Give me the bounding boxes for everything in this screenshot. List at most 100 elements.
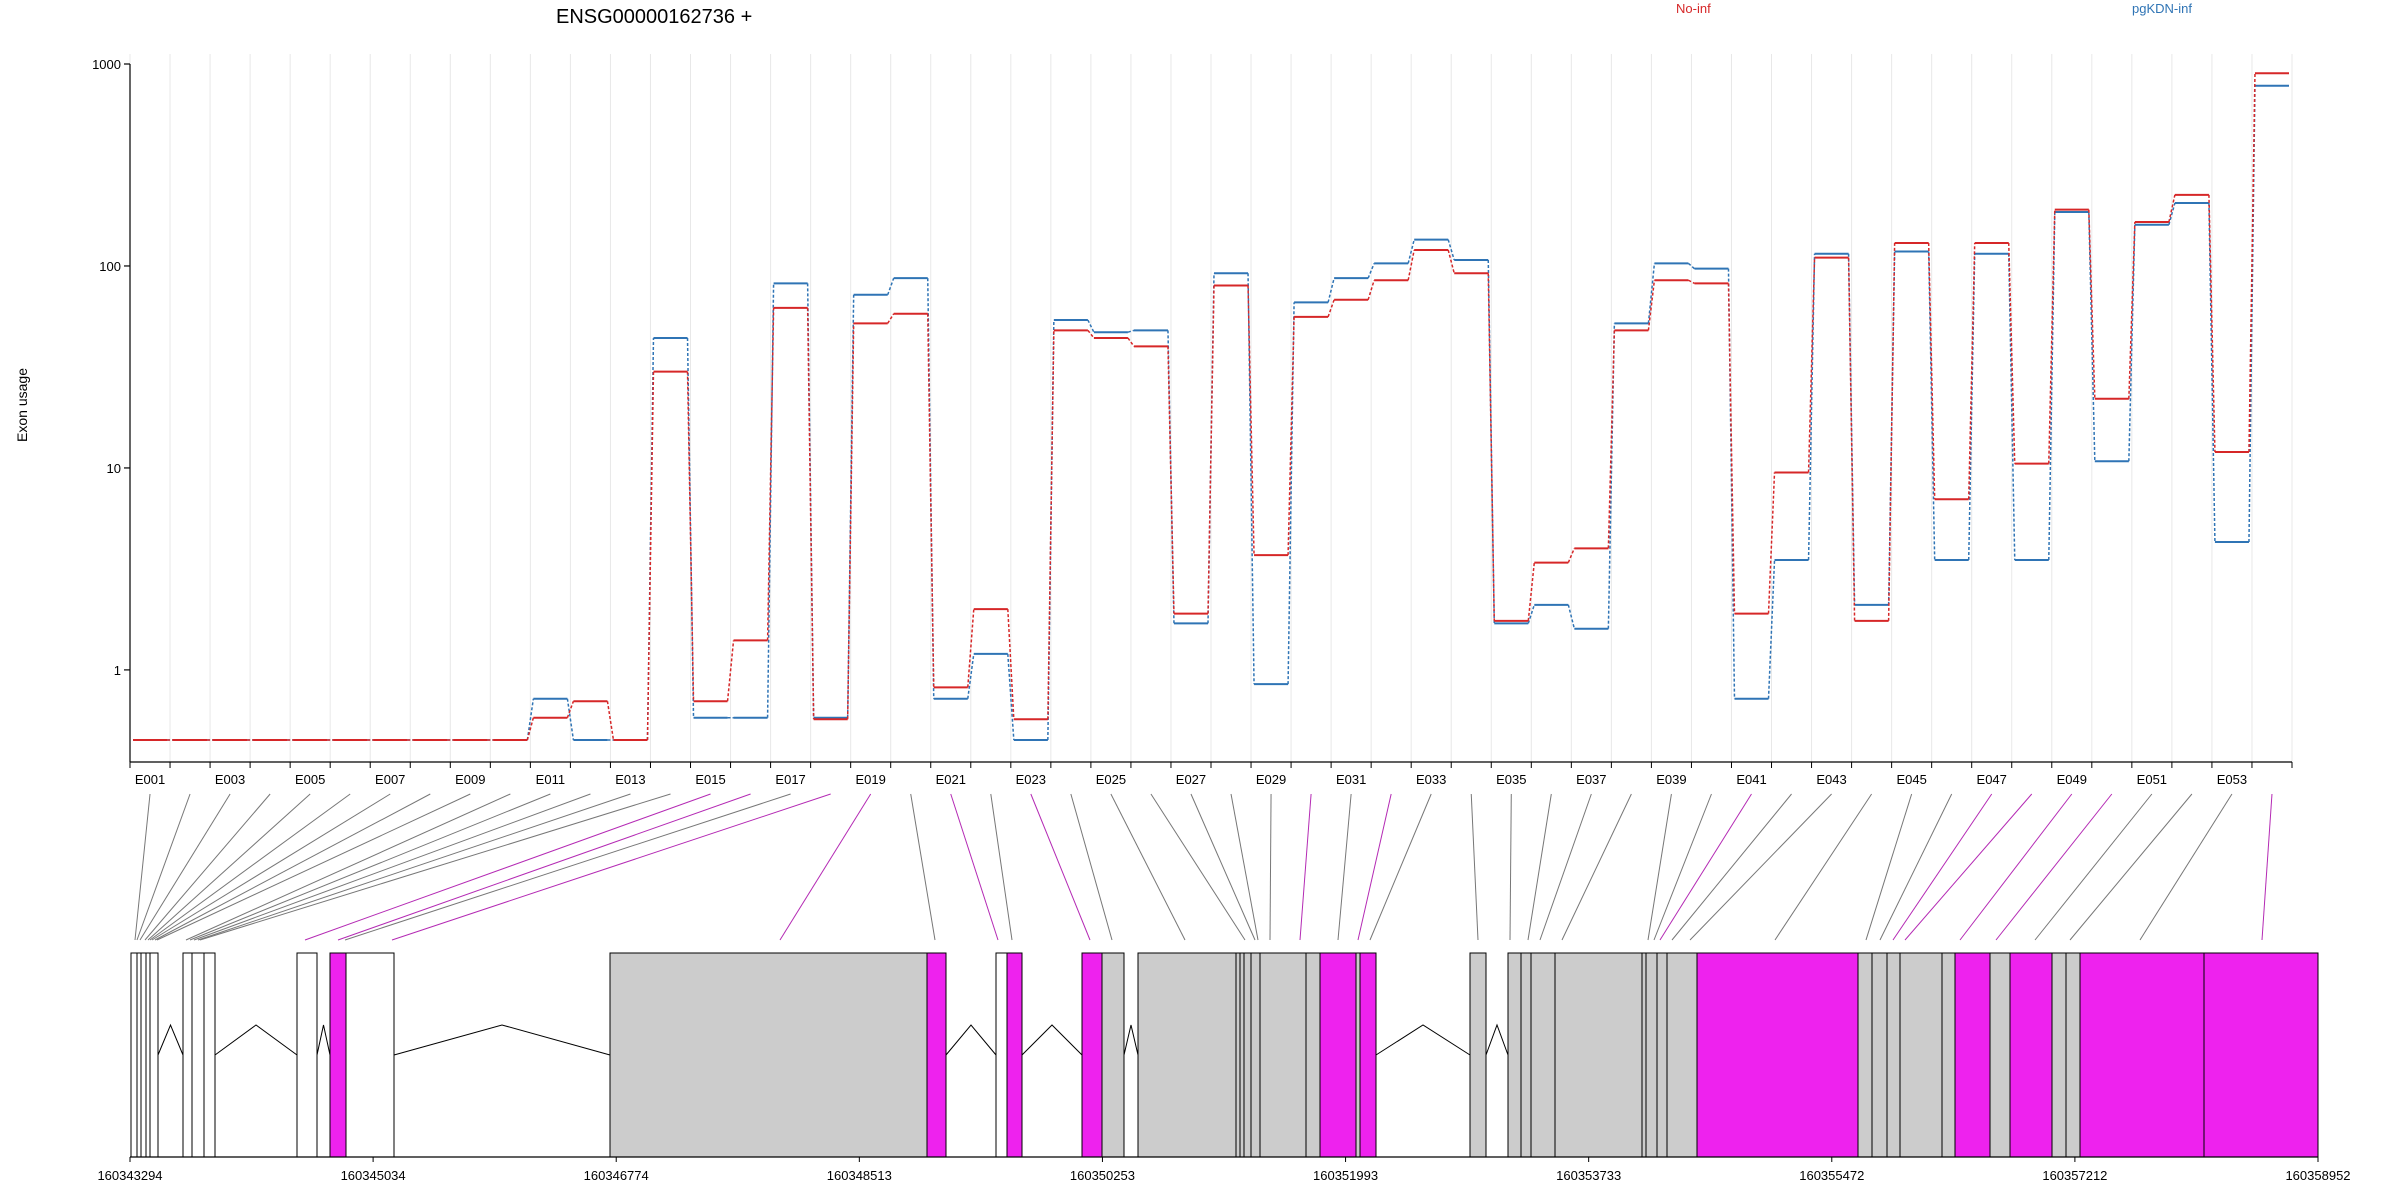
exon-block xyxy=(1359,952,1377,1158)
exon-usage-link xyxy=(1407,239,1415,264)
exon-usage-link xyxy=(1247,273,1255,685)
exon-usage-link xyxy=(646,371,655,740)
exon-connector xyxy=(337,793,751,941)
x-tick-label: E003 xyxy=(215,772,245,787)
exon-connector xyxy=(185,793,511,941)
coordinate-label: 160351993 xyxy=(1313,1168,1378,1183)
x-tick-label: E009 xyxy=(455,772,485,787)
exon-block xyxy=(1666,952,1698,1158)
x-tick-label: E029 xyxy=(1256,772,1286,787)
exon-block xyxy=(2203,952,2319,1158)
intron-line xyxy=(157,1023,184,1056)
exon-connector xyxy=(779,793,872,941)
coordinate-label: 160346774 xyxy=(584,1168,649,1183)
exon-block xyxy=(1243,952,1252,1158)
exon-usage-link xyxy=(2128,224,2136,462)
exon-connector xyxy=(1527,793,1552,941)
exon-block xyxy=(1989,952,2011,1158)
exon-block xyxy=(995,952,1008,1158)
x-tick-label: E001 xyxy=(135,772,165,787)
exon-usage-link xyxy=(967,653,975,699)
exon-connector xyxy=(1774,793,1873,941)
legend-no-inf: No-inf xyxy=(1676,1,1711,16)
exon-block xyxy=(2051,952,2067,1158)
x-tick-label: E015 xyxy=(695,772,725,787)
x-tick-label: E045 xyxy=(1896,772,1926,787)
exon-block xyxy=(1305,952,1321,1158)
exon-block xyxy=(1137,952,1237,1158)
exon-block xyxy=(1656,952,1668,1158)
x-tick-label: E047 xyxy=(1977,772,2007,787)
exon-connector xyxy=(1269,793,1272,941)
exon-usage-link xyxy=(1127,337,1135,347)
exon-block xyxy=(345,952,395,1158)
exon-connector xyxy=(2261,793,2273,941)
y-tick-label: 10 xyxy=(107,461,121,476)
exon-usage-link xyxy=(2007,242,2016,464)
x-tick-label: E011 xyxy=(536,772,565,787)
exon-connector xyxy=(147,793,311,941)
exon-connector xyxy=(197,793,631,941)
intron-line xyxy=(1485,1023,1509,1056)
y-tick-label: 1 xyxy=(114,663,121,678)
x-tick-label: E037 xyxy=(1576,772,1606,787)
intron-line xyxy=(1123,1024,1139,1056)
exon-usage-link xyxy=(1967,253,1976,561)
exon-usage-link xyxy=(1447,239,1455,261)
exon-usage-link xyxy=(766,283,775,718)
x-tick-label: E023 xyxy=(1016,772,1046,787)
intron-line xyxy=(214,1024,298,1056)
coordinate-label: 160350253 xyxy=(1070,1168,1135,1183)
exon-connector xyxy=(1879,793,1953,941)
exon-usage-link xyxy=(1847,257,1856,621)
exon-block xyxy=(136,952,142,1158)
exon-usage-link xyxy=(926,278,935,699)
exon-usage-link xyxy=(2088,211,2096,462)
exon-usage-link xyxy=(1087,319,1095,333)
x-tick-label: E005 xyxy=(295,772,325,787)
exon-usage-link xyxy=(1327,299,1335,318)
x-tick-label: E007 xyxy=(375,772,405,787)
exon-usage-link xyxy=(887,313,895,324)
exon-usage-link xyxy=(1927,251,1936,561)
exon-block xyxy=(1899,952,1943,1158)
exon-block xyxy=(1954,952,1991,1158)
exon-connector xyxy=(1230,793,1259,941)
intron-line xyxy=(316,1024,331,1056)
exon-block xyxy=(609,952,928,1158)
exon-block xyxy=(1886,952,1901,1158)
exon-connector xyxy=(1904,793,2033,941)
exon-connector xyxy=(1865,793,1913,941)
exon-block xyxy=(182,952,193,1158)
x-tick-label: E035 xyxy=(1496,772,1526,787)
exon-connector xyxy=(1995,793,2113,941)
exon-connectors xyxy=(134,793,2273,941)
intron-line xyxy=(1375,1024,1471,1056)
exon-connector xyxy=(1470,793,1479,941)
exon-usage-link xyxy=(1688,279,1695,285)
x-tick-label: E043 xyxy=(1816,772,1846,787)
exon-block xyxy=(1355,952,1361,1158)
exon-usage-link xyxy=(846,323,855,720)
exon-usage-link xyxy=(1287,302,1295,685)
exon-block xyxy=(2079,952,2205,1158)
exon-usage-link xyxy=(1727,283,1736,614)
exon-connector xyxy=(1509,793,1512,941)
exon-block xyxy=(145,952,151,1158)
exon-usage-link xyxy=(2048,209,2056,464)
exon-connector xyxy=(134,793,151,941)
exon-connector xyxy=(344,793,791,941)
exon-block xyxy=(1319,952,1357,1158)
x-tick-label: E025 xyxy=(1096,772,1126,787)
legend-pgkdn-inf: pgKDN-inf xyxy=(2132,1,2192,16)
exon-connector xyxy=(2139,793,2233,941)
exon-usage-link xyxy=(1087,329,1095,339)
exon-block xyxy=(1645,952,1658,1158)
intron-line xyxy=(1021,1024,1083,1056)
exon-connector xyxy=(2069,793,2193,941)
exon-connector xyxy=(149,793,351,941)
exon-connector xyxy=(193,793,591,941)
exon-connector xyxy=(1110,793,1186,941)
coordinate-label: 160348513 xyxy=(827,1168,892,1183)
